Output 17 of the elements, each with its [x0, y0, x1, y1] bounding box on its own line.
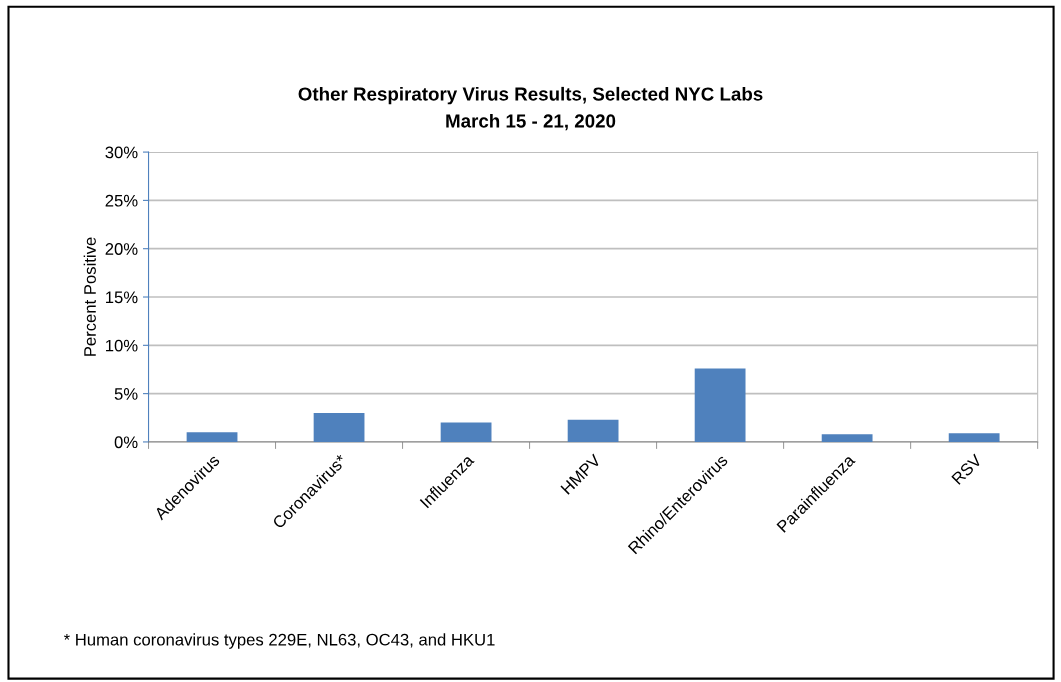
chart-title: Other Respiratory Virus Results, Selected NYC Labs March 15 - 21, 2020	[298, 86, 763, 131]
bar	[821, 434, 873, 442]
y-tick-label: 30%	[105, 146, 138, 159]
text: * Human coronavirus types 229E, NL63, OC43, and HKU1	[63, 633, 495, 649]
y-tick-label: 20%	[105, 243, 138, 255]
bar	[186, 432, 238, 442]
y-tick-label: 10%	[106, 339, 138, 352]
bar	[313, 412, 365, 442]
bar	[567, 419, 619, 442]
y-tick-label: 25%	[105, 194, 138, 207]
bar	[948, 433, 1000, 442]
y-tick-label: 5%	[114, 388, 138, 400]
bar	[694, 368, 746, 442]
y-tick-label: 0%	[114, 436, 138, 449]
y-tick-label: 15%	[106, 291, 138, 304]
y-axis-title: Percent Positive	[83, 237, 96, 356]
bar	[440, 422, 492, 442]
